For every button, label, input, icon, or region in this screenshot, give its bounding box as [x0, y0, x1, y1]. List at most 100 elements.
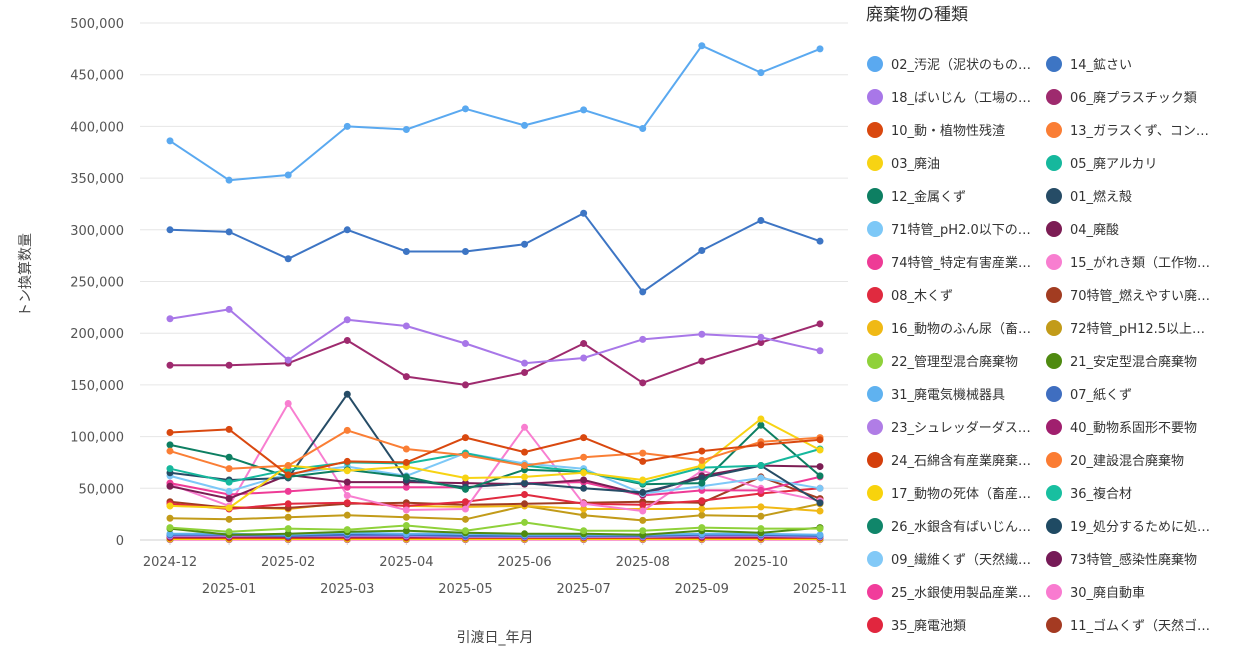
legend-item[interactable]: 73特管_感染性廃棄物 — [1046, 551, 1197, 568]
data-point[interactable] — [343, 426, 351, 434]
data-point[interactable] — [461, 498, 469, 506]
data-point[interactable] — [580, 476, 588, 484]
data-point[interactable] — [225, 515, 233, 523]
data-point[interactable] — [284, 171, 292, 179]
data-point[interactable] — [402, 248, 410, 256]
legend-item[interactable]: 04_廃酸 — [1046, 221, 1119, 238]
legend-item[interactable]: 11_ゴムくず（天然ゴ… — [1046, 617, 1210, 634]
series-line[interactable] — [169, 452, 821, 495]
legend-item[interactable]: 74特管_特定有害産業… — [867, 254, 1031, 271]
data-point[interactable] — [284, 356, 292, 364]
data-point[interactable] — [343, 336, 351, 344]
data-point[interactable] — [461, 381, 469, 389]
data-point[interactable] — [521, 491, 529, 499]
data-point[interactable] — [639, 379, 647, 387]
data-point[interactable] — [816, 463, 824, 471]
data-point[interactable] — [166, 315, 174, 323]
data-point[interactable] — [639, 507, 647, 515]
data-point[interactable] — [402, 473, 410, 481]
legend-item[interactable]: 06_廃プラスチック類 — [1046, 89, 1197, 106]
data-point[interactable] — [284, 462, 292, 470]
legend-item[interactable]: 07_紙くず — [1046, 386, 1132, 403]
data-point[interactable] — [580, 209, 588, 217]
data-point[interactable] — [639, 516, 647, 524]
series-line[interactable] — [170, 533, 821, 537]
data-point[interactable] — [284, 500, 292, 508]
data-point[interactable] — [521, 530, 529, 538]
data-point[interactable] — [343, 226, 351, 234]
legend-item[interactable]: 23_シュレッダーダス… — [867, 419, 1031, 436]
series-4[interactable] — [166, 320, 824, 389]
legend-item[interactable]: 18_ばいじん（工場の… — [867, 89, 1031, 106]
data-point[interactable] — [343, 122, 351, 130]
legend-item[interactable]: 10_動・植物性残渣 — [867, 122, 1005, 139]
legend-item[interactable]: 15_がれき類（工作物… — [1046, 254, 1210, 271]
data-point[interactable] — [639, 501, 647, 509]
data-point[interactable] — [816, 499, 824, 507]
legend-item[interactable]: 17_動物の死体（畜産… — [867, 485, 1031, 502]
data-point[interactable] — [580, 354, 588, 362]
legend-item[interactable]: 09_繊維くず（天然繊… — [867, 551, 1031, 568]
data-point[interactable] — [757, 525, 765, 533]
data-point[interactable] — [166, 428, 174, 436]
legend-item[interactable]: 19_処分するために処… — [1046, 518, 1210, 535]
data-point[interactable] — [225, 228, 233, 236]
legend-item[interactable]: 02_汚泥（泥状のもの… — [867, 56, 1031, 73]
data-point[interactable] — [343, 478, 351, 486]
data-point[interactable] — [580, 511, 588, 519]
series-line[interactable] — [169, 475, 821, 509]
data-point[interactable] — [580, 434, 588, 442]
data-point[interactable] — [343, 390, 351, 398]
data-point[interactable] — [225, 361, 233, 369]
legend-item[interactable]: 36_複合材 — [1046, 485, 1132, 502]
series-line[interactable] — [169, 44, 821, 182]
data-point[interactable] — [639, 488, 647, 496]
legend-item[interactable]: 21_安定型混合廃棄物 — [1046, 353, 1197, 370]
legend-item[interactable]: 13_ガラスくず、コン… — [1046, 122, 1209, 139]
legend-item[interactable]: 01_燃え殻 — [1046, 188, 1132, 205]
data-point[interactable] — [698, 456, 706, 464]
data-point[interactable] — [402, 445, 410, 453]
data-point[interactable] — [816, 45, 824, 53]
series-line[interactable] — [169, 308, 821, 365]
data-point[interactable] — [816, 446, 824, 454]
data-point[interactable] — [166, 361, 174, 369]
data-point[interactable] — [580, 505, 588, 513]
legend-item[interactable]: 35_廃電池類 — [867, 617, 966, 634]
data-point[interactable] — [166, 137, 174, 145]
data-point[interactable] — [343, 526, 351, 534]
data-point[interactable] — [757, 441, 765, 449]
data-point[interactable] — [166, 465, 174, 473]
data-point[interactable] — [461, 451, 469, 459]
data-point[interactable] — [521, 518, 529, 526]
data-point[interactable] — [521, 448, 529, 456]
data-point[interactable] — [580, 527, 588, 535]
data-point[interactable] — [580, 469, 588, 477]
series-line[interactable] — [169, 212, 821, 293]
data-point[interactable] — [757, 69, 765, 77]
data-point[interactable] — [521, 240, 529, 248]
data-point[interactable] — [402, 506, 410, 514]
data-point[interactable] — [225, 478, 233, 486]
data-point[interactable] — [521, 359, 529, 367]
data-point[interactable] — [284, 530, 292, 538]
data-point[interactable] — [166, 441, 174, 449]
series-line[interactable] — [169, 502, 821, 522]
series-2[interactable] — [166, 209, 824, 296]
data-point[interactable] — [698, 497, 706, 505]
data-point[interactable] — [757, 462, 765, 470]
data-point[interactable] — [461, 434, 469, 442]
data-point[interactable] — [521, 473, 529, 481]
data-point[interactable] — [166, 226, 174, 234]
data-point[interactable] — [521, 121, 529, 129]
data-point[interactable] — [461, 505, 469, 513]
data-point[interactable] — [461, 248, 469, 256]
series-line[interactable] — [170, 322, 821, 386]
legend-item[interactable]: 05_廃アルカリ — [1046, 155, 1158, 172]
data-point[interactable] — [225, 528, 233, 536]
data-point[interactable] — [698, 479, 706, 487]
data-point[interactable] — [698, 447, 706, 455]
data-point[interactable] — [402, 458, 410, 466]
data-point[interactable] — [757, 333, 765, 341]
data-point[interactable] — [698, 42, 706, 50]
